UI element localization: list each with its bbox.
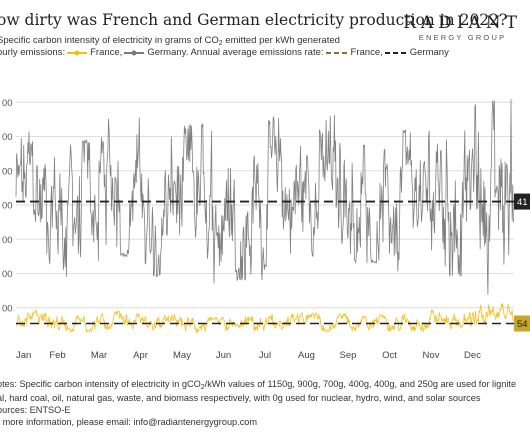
notes-line-3: ources: ENTSO-E [0,404,71,415]
legend-avg-france-label: France, [350,47,383,58]
brand-name: RADIANT [403,13,522,33]
germany-average-label-bg [514,193,530,210]
germany-average-label: 41 [517,197,528,208]
y-tick-label: 00 [2,132,13,143]
germany-hourly-series [15,99,514,295]
y-tick-label: 00 [2,303,13,314]
y-tick-label: 00 [2,201,13,212]
notes-line-1-subscript: 2 [200,384,205,391]
subtitle-text: Specific carbon intensity of electricity… [0,35,219,46]
chart-title: ow dirty was French and German electrici… [0,11,508,29]
x-tick-label: Sep [340,350,357,361]
subtitle-subscript: 2 [218,40,223,47]
legend-germany-label: Germany. Annual average emissions rate: [147,47,324,58]
legend-avg-france-swatch [325,51,348,54]
france-average-label-bg [514,315,530,332]
chart-subtitle: Specific carbon intensity of electricity… [0,35,340,47]
legend-avg-germany-label: Germany [409,47,449,58]
legend-avg-germany-swatch [384,51,407,54]
x-tick-label: Nov [423,350,440,361]
france-average-label: 54 [517,319,528,330]
notes-line-2: al, hard coal, oil, natural gas, waste, … [0,393,481,404]
legend-france-label: France, [90,47,123,58]
y-tick-label: 00 [2,269,13,280]
x-tick-label: Jun [216,350,231,361]
x-tick-label: Jan [16,350,31,361]
legend-hourly-label: ourly emissions: [0,47,66,58]
legend-germany-swatch [124,50,145,55]
chart-notes: otes: Specific carbon intensity of elect… [0,379,516,416]
notes-line-1: otes: Specific carbon intensity of elect… [0,379,516,393]
y-tick-label: 00 [2,235,13,246]
subtitle-text-end: emitted per kWh generated [222,35,340,46]
x-tick-label: Feb [49,350,65,361]
x-tick-label: Mar [91,350,107,361]
x-tick-label: Apr [133,350,148,361]
plot-area: 00 00 00 00 00 00 00 Jan Feb Mar Apr May Jun Jul Aug Se… [2,98,530,361]
y-tick-label: 00 [2,98,13,109]
x-tick-label: May [173,350,191,361]
x-tick-label: Dec [464,350,481,361]
x-tick-label: Aug [298,350,315,361]
y-tick-label: 00 [2,166,13,177]
legend-france-swatch [67,50,88,55]
notes-line-1-text-end: /kWh values of 1150g, 900g, 700g, 400g, … [204,379,517,389]
france-hourly-series [15,303,514,334]
chart-legend: ourly emissions: France, Germany. Annual… [0,47,449,58]
notes-line-1-text: otes: Specific carbon intensity of elect… [0,379,201,389]
brand-logo: RADIANT ENERGY GROUP [403,14,522,42]
x-tick-label: Oct [382,350,397,361]
contact-line: r more information, please email: info@r… [0,417,258,427]
brand-tagline: ENERGY GROUP [418,33,507,42]
x-tick-label: Jul [259,350,271,361]
